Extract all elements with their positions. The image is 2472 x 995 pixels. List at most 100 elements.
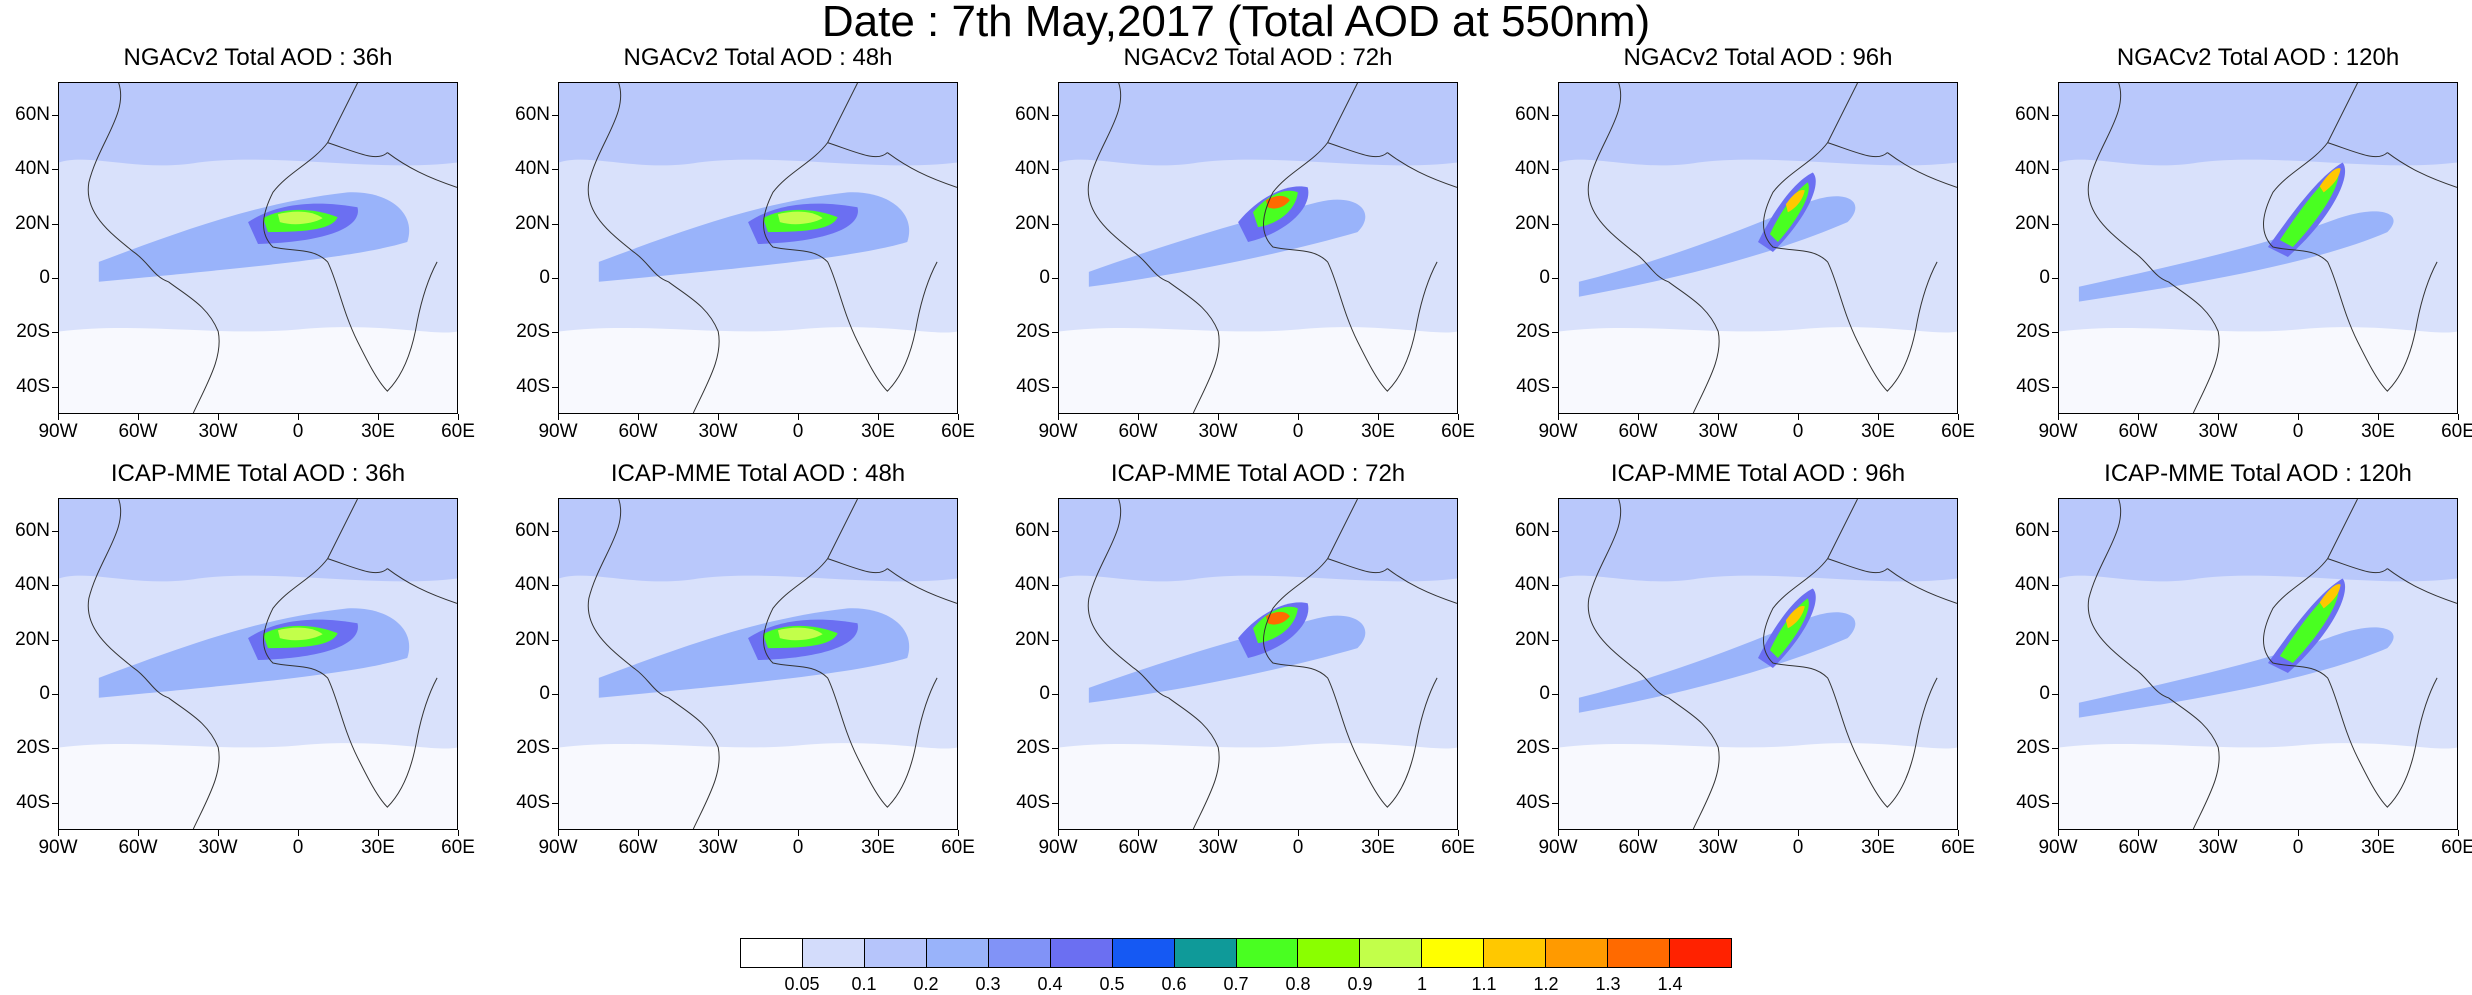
lon-tick-mark	[2218, 830, 2219, 836]
lat-tick-mark	[552, 114, 558, 116]
colorbar-label: 0.7	[1223, 974, 1249, 994]
lon-tick-label: 30W	[698, 837, 738, 858]
lon-tick-label: 30W	[198, 421, 238, 442]
lat-tick-label: 40S	[2016, 791, 2050, 813]
map-panel: NGACv2 Total AOD : 72h 60N 40N 20N 0 20S 40S 90…	[1000, 44, 1475, 454]
map-frame	[558, 82, 958, 414]
lat-tick-label: 40S	[1516, 791, 1550, 813]
lon-tick-label: 90W	[1038, 421, 1078, 442]
lon-tick-label: 60E	[1441, 421, 1475, 442]
map-frame	[558, 498, 958, 830]
colorbar-label: 1.4	[1657, 974, 1683, 994]
low-aod-region	[1559, 743, 1957, 829]
lon-tick-mark	[2218, 414, 2219, 420]
colorbar-label: 0.6	[1161, 974, 1187, 994]
lon-tick-mark	[1558, 414, 1559, 420]
figure-title: Date : 7th May,2017 (Total AOD at 550nm)	[821, 0, 1651, 46]
lat-tick-label: 40N	[15, 574, 50, 596]
aod-plume-level-0	[1088, 199, 1366, 287]
lat-tick-label: 20S	[1516, 737, 1550, 759]
lon-tick-mark	[1058, 830, 1059, 836]
lat-tick-label: 40N	[1015, 158, 1050, 180]
coastline	[387, 568, 457, 604]
lon-tick-label: 90W	[538, 837, 578, 858]
lon-tick-mark	[1798, 414, 1799, 420]
colorbar-box	[1670, 939, 1731, 967]
lat-tick-mark	[1052, 223, 1058, 225]
lon-tick-mark	[958, 830, 959, 836]
coastline	[2168, 697, 2220, 829]
coastline	[1668, 281, 1720, 413]
lat-tick-label: 60N	[15, 103, 50, 125]
coastline	[168, 281, 220, 413]
lat-tick-label: 60N	[515, 519, 550, 541]
lon-tick-mark	[1718, 830, 1719, 836]
lon-tick-mark	[378, 414, 379, 420]
coastline	[1387, 152, 1457, 188]
lat-tick-label: 20S	[516, 321, 550, 343]
lon-tick-mark	[2058, 414, 2059, 420]
colorbar-label: 1.2	[1533, 974, 1559, 994]
aod-field	[59, 83, 457, 413]
lon-tick-label: 30W	[698, 421, 738, 442]
lat-tick-label: 40N	[2015, 574, 2050, 596]
mid-aod-region	[559, 83, 957, 166]
lon-tick-label: 60E	[2441, 837, 2472, 858]
lon-tick-label: 30E	[861, 837, 895, 858]
lon-tick-label: 30E	[2361, 837, 2395, 858]
lat-tick-label: 60N	[2015, 519, 2050, 541]
lat-tick-label: 20N	[1015, 628, 1050, 650]
coastline	[2263, 83, 2438, 392]
low-aod-region	[2059, 327, 2457, 413]
lon-tick-label: 30E	[1361, 837, 1395, 858]
lon-tick-label: 30W	[198, 837, 238, 858]
coastline	[1887, 152, 1957, 188]
lat-tick-mark	[52, 332, 58, 334]
lat-tick-mark	[1052, 277, 1058, 279]
lon-tick-label: 60E	[2441, 421, 2472, 442]
colorbar-label: 0.5	[1099, 974, 1125, 994]
lat-tick-mark	[52, 386, 58, 388]
lat-tick-mark	[552, 223, 558, 225]
lat-tick-mark	[1052, 114, 1058, 116]
panel-title: ICAP-MME Total AOD : 96h	[1610, 460, 1906, 487]
aod-field	[559, 499, 957, 829]
lat-tick-mark	[1552, 277, 1558, 279]
lat-tick-mark	[2052, 585, 2058, 587]
lat-tick-label: 20N	[1015, 212, 1050, 234]
lat-tick-mark	[552, 748, 558, 750]
lat-tick-label: 20N	[515, 212, 550, 234]
lat-tick-mark	[2052, 530, 2058, 532]
coastline	[763, 499, 938, 808]
coastline	[1263, 499, 1438, 808]
lat-tick-label: 60N	[1015, 103, 1050, 125]
coastline	[1887, 568, 1957, 604]
lat-tick-label: 60N	[1515, 103, 1550, 125]
coastline	[1327, 558, 1388, 574]
lat-tick-mark	[1052, 169, 1058, 171]
coastline	[668, 281, 720, 413]
lat-tick-mark	[1052, 693, 1058, 695]
lat-tick-label: 20S	[1016, 321, 1050, 343]
lon-tick-label: 60E	[1941, 421, 1975, 442]
lat-tick-mark	[52, 585, 58, 587]
low-aod-region	[2059, 743, 2457, 829]
panel-title: ICAP-MME Total AOD : 72h	[1110, 460, 1406, 487]
aod-plume-level-3	[777, 211, 823, 225]
lat-tick-mark	[52, 223, 58, 225]
lat-tick-label: 20N	[2015, 628, 2050, 650]
lat-tick-label: 40S	[16, 791, 50, 813]
panel-title: ICAP-MME Total AOD : 36h	[110, 460, 406, 487]
coastline	[827, 558, 888, 574]
mid-aod-region	[1559, 499, 1957, 582]
lat-tick-label: 40N	[1515, 158, 1550, 180]
lat-tick-label: 40N	[515, 158, 550, 180]
lon-tick-label: 0	[2292, 421, 2304, 442]
colorbar-label: 0.4	[1037, 974, 1063, 994]
map-frame	[1058, 82, 1458, 414]
lat-tick-mark	[1052, 585, 1058, 587]
lon-tick-mark	[1638, 830, 1639, 836]
coastline	[827, 142, 888, 158]
lat-tick-label: 40N	[2015, 158, 2050, 180]
lat-tick-mark	[552, 277, 558, 279]
